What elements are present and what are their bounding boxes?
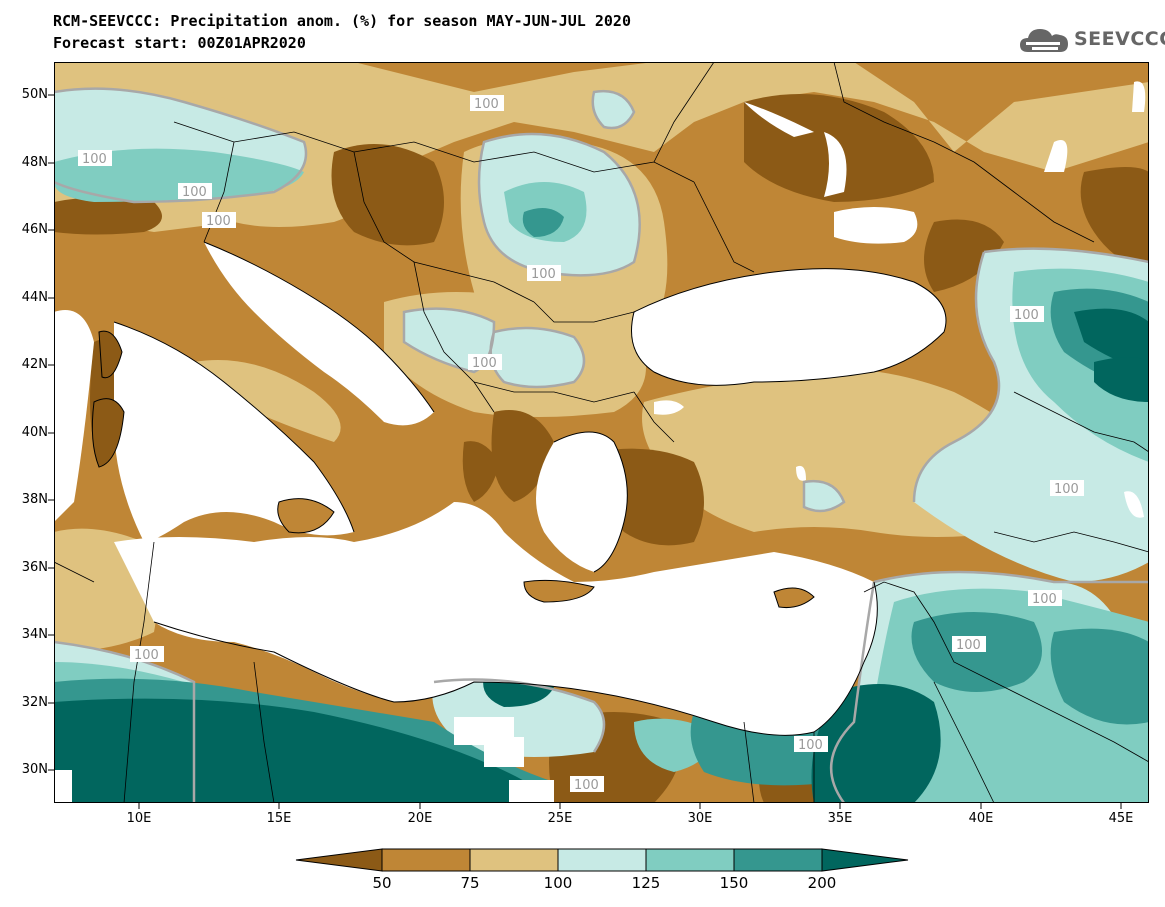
river-reservoir bbox=[824, 132, 847, 197]
colorbar-label: 200 bbox=[807, 874, 837, 892]
contour-label: 100 bbox=[206, 214, 231, 229]
colorbar-label: 125 bbox=[631, 874, 661, 892]
lat-tick-label: 40N bbox=[21, 425, 48, 440]
crete bbox=[524, 580, 594, 602]
zone-125-150-alps bbox=[54, 148, 304, 202]
river-don bbox=[1044, 140, 1068, 172]
zone-below50-russia bbox=[1080, 167, 1149, 272]
contour-label: 100 bbox=[1032, 592, 1057, 607]
colorbar-label: 150 bbox=[719, 874, 749, 892]
contour-labels: 100 100 100 100 100 100 100 100 100 100 … bbox=[78, 95, 1084, 793]
corsica bbox=[99, 331, 122, 378]
western-mediterranean bbox=[54, 310, 94, 522]
lon-tick-label: 20E bbox=[407, 811, 433, 826]
precipitation-anomaly-map: 100 100 100 100 100 100 100 100 100 100 … bbox=[54, 62, 1149, 803]
coastlines bbox=[91, 241, 947, 736]
zone-100-125-bulgaria bbox=[490, 328, 584, 387]
seevccc-logo: SEEVCCC bbox=[1018, 24, 1165, 58]
lat-tick-label: 32N bbox=[21, 695, 48, 710]
zone-above200-libya bbox=[54, 698, 554, 803]
zone-above200-caucasus bbox=[1074, 308, 1149, 372]
peloponnese bbox=[462, 441, 499, 502]
lat-tick-label: 44N bbox=[21, 290, 48, 305]
map-frame bbox=[54, 62, 1149, 803]
contour-label: 100 bbox=[472, 356, 497, 371]
lat-tick-label: 46N bbox=[21, 222, 48, 237]
contour-label: 100 bbox=[798, 738, 823, 753]
cloud-icon bbox=[1020, 29, 1068, 52]
sea-of-marmara bbox=[654, 400, 684, 415]
blank-area bbox=[509, 780, 554, 803]
colorbar-segment bbox=[733, 848, 823, 872]
zone-above200-israel bbox=[811, 684, 941, 803]
lat-tick-label: 34N bbox=[21, 627, 48, 642]
lat-tick-label: 38N bbox=[21, 492, 48, 507]
zone-below50-austria bbox=[331, 144, 444, 246]
colorbar-segment bbox=[381, 848, 471, 872]
contour-label: 100 bbox=[1014, 308, 1039, 323]
zone-150-200-iraq bbox=[1050, 628, 1149, 725]
colorbar-segment bbox=[557, 848, 647, 872]
contour-label: 100 bbox=[531, 267, 556, 282]
sea-of-azov bbox=[834, 207, 918, 244]
sicily bbox=[277, 498, 334, 533]
lon-tick-label: 15E bbox=[266, 811, 292, 826]
sardinia bbox=[92, 398, 124, 467]
lon-tick-label: 40E bbox=[968, 811, 994, 826]
river-volga bbox=[1132, 81, 1146, 112]
zone-100-125-slovakia bbox=[592, 91, 634, 128]
contour-label: 100 bbox=[182, 185, 207, 200]
forecast-start: Forecast start: 00Z01APR2020 bbox=[53, 34, 306, 52]
river-dnieper bbox=[744, 102, 814, 137]
contour-label: 100 bbox=[574, 778, 599, 793]
colorbar-segment bbox=[645, 848, 735, 872]
lon-tick-label: 25E bbox=[547, 811, 573, 826]
contour-label: 100 bbox=[956, 638, 981, 653]
colorbar-label: 50 bbox=[372, 874, 392, 892]
cyprus bbox=[774, 588, 814, 608]
lon-tick-label: 30E bbox=[687, 811, 713, 826]
lake-urmia bbox=[1124, 491, 1144, 518]
tyrrhenian-sea bbox=[114, 322, 354, 542]
blank-area bbox=[484, 737, 524, 767]
lon-tick-label: 35E bbox=[827, 811, 853, 826]
zone-150-200-hungary bbox=[522, 208, 564, 237]
lake-tuz bbox=[796, 465, 806, 481]
contour-label: 100 bbox=[474, 97, 499, 112]
lat-tick-label: 50N bbox=[21, 87, 48, 102]
colorbar-segment bbox=[295, 848, 383, 872]
black-sea bbox=[631, 268, 946, 386]
colorbar-segment bbox=[821, 848, 909, 872]
aegean-sea bbox=[536, 432, 628, 572]
lat-tick-label: 48N bbox=[21, 155, 48, 170]
lat-tick-label: 42N bbox=[21, 357, 48, 372]
zone-above200-armenia bbox=[1094, 357, 1149, 402]
contour-label: 100 bbox=[1054, 482, 1079, 497]
zone-below50-alps bbox=[54, 197, 162, 235]
zone-below50-caucasus-west bbox=[924, 219, 1004, 292]
contour-label: 100 bbox=[134, 648, 159, 663]
colorbar-label: 100 bbox=[543, 874, 573, 892]
lat-tick-label: 36N bbox=[21, 560, 48, 575]
adriatic-sea bbox=[204, 242, 434, 426]
lat-tick-label: 30N bbox=[21, 762, 48, 777]
contour-label: 100 bbox=[82, 152, 107, 167]
central-mediterranean bbox=[114, 502, 878, 736]
lon-tick-label: 45E bbox=[1108, 811, 1134, 826]
colorbar bbox=[295, 848, 909, 872]
lon-tick-label: 10E bbox=[126, 811, 152, 826]
colorbar-segment bbox=[469, 848, 559, 872]
colorbar-label: 75 bbox=[460, 874, 480, 892]
map-title: RCM-SEEVCCC: Precipitation anom. (%) for… bbox=[53, 12, 631, 30]
zone-75-100-italy bbox=[194, 360, 341, 442]
logo-text: SEEVCCC bbox=[1074, 28, 1165, 50]
blank-area bbox=[54, 770, 72, 803]
